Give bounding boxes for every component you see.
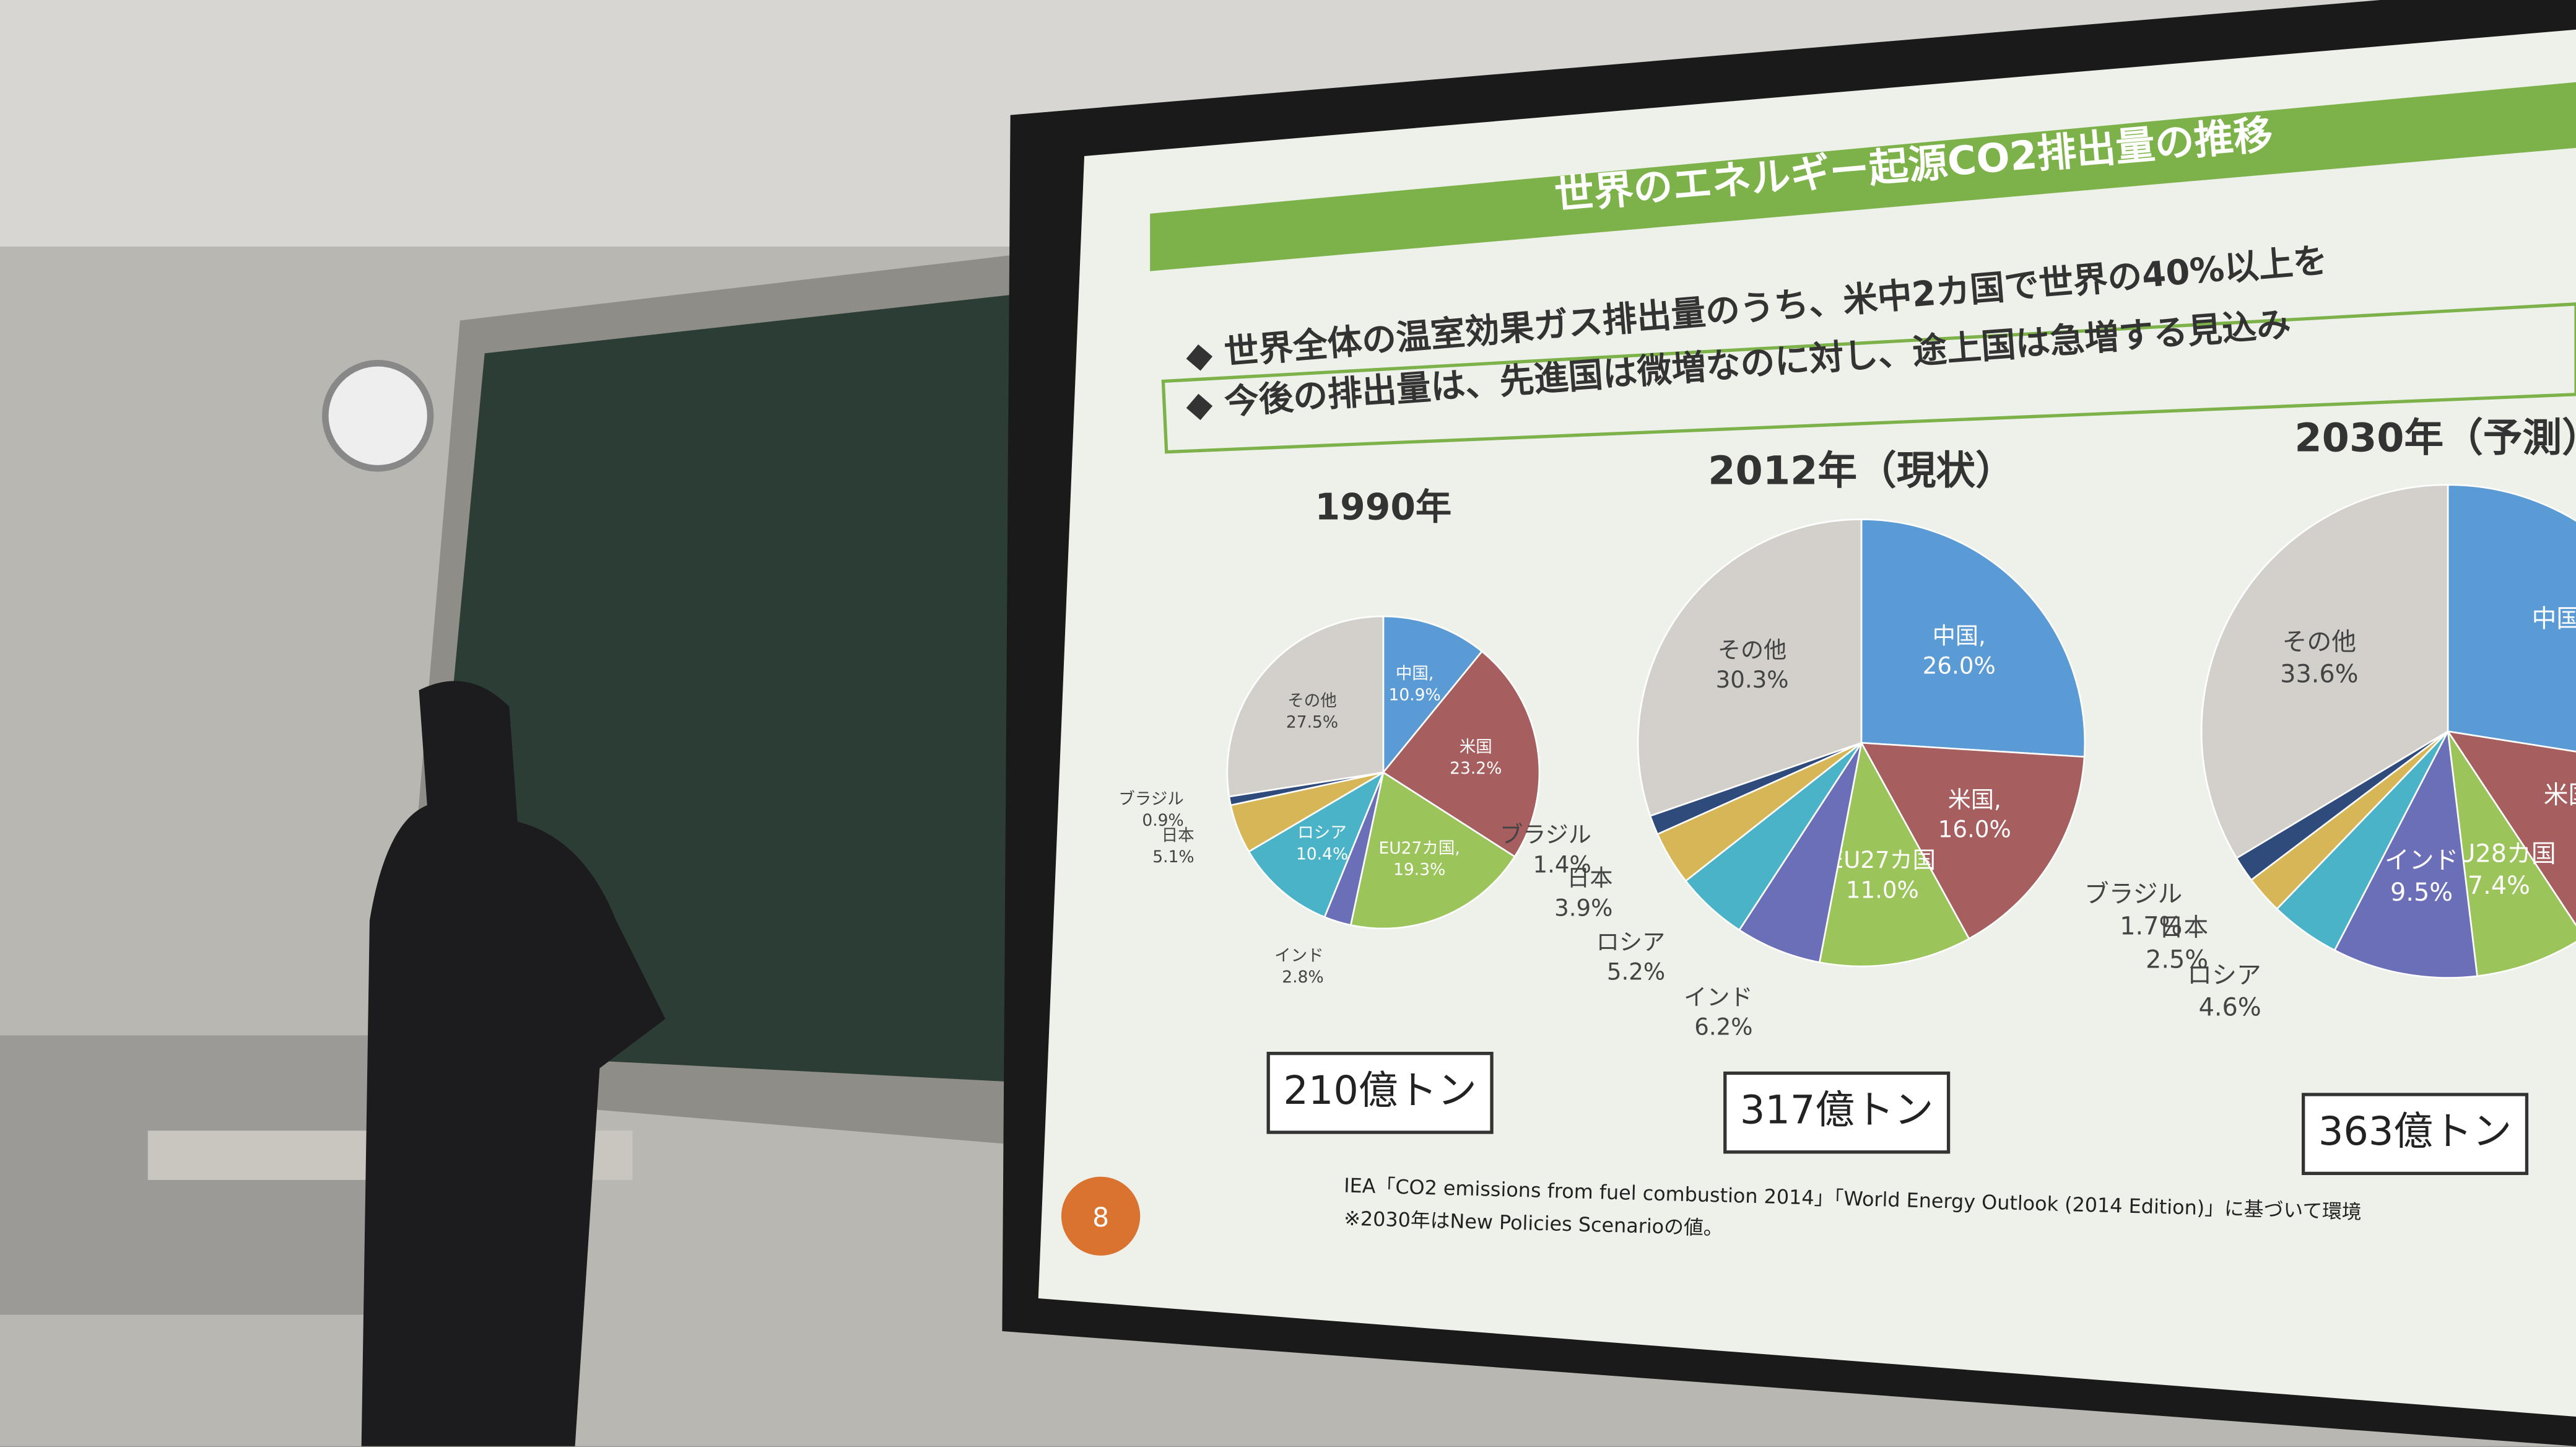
slice-name: ロシア [1596, 929, 1665, 955]
slice-value: 2.8% [1282, 968, 1323, 987]
slice-value: 26.0% [1923, 653, 1996, 680]
pie-slice [2447, 730, 2576, 977]
slice-name: 米国 [1460, 738, 1492, 757]
slice-name: 日本 [1567, 865, 1612, 891]
slice-value: 23.2% [1450, 759, 1502, 778]
pie-slice [2447, 484, 2576, 753]
slice-value: 7.4% [2468, 872, 2530, 900]
slice-value: 10.4% [1296, 844, 1348, 863]
slice-name: EU27カ国 [1829, 847, 1936, 873]
pie-slice [2200, 484, 2449, 860]
slice-value: 27.5% [1286, 713, 1338, 732]
slice-name: 中国, [2532, 605, 2576, 633]
slice-name: ブラジル [2084, 880, 2182, 909]
pie-slice [1382, 650, 1541, 858]
page-badge [1061, 1176, 1141, 1256]
slice-value: 3.9% [1554, 894, 1612, 921]
slice-value: 5.1% [1152, 847, 1194, 867]
slice-value: 33.6% [2280, 660, 2358, 688]
slice-name: 日本 [2159, 914, 2209, 942]
pie-slice [1860, 741, 2086, 940]
slice-name: インド [2385, 846, 2458, 875]
slice-value: 0.9% [1142, 811, 1183, 830]
slice-name: インド [1684, 984, 1752, 1010]
pie-slice [1349, 771, 1516, 930]
slice-value: 11.0% [1846, 877, 1919, 904]
pie-slice [2333, 728, 2478, 979]
title-band [1150, 82, 2576, 271]
slice-value: 2.5% [2146, 945, 2208, 974]
total-label: 210億トン [1283, 1068, 1476, 1114]
pie-slice [1226, 615, 1385, 798]
total-box [1723, 1071, 1951, 1154]
slice-name: EU27カ国, [1378, 839, 1460, 858]
total-label: 363億トン [2318, 1109, 2512, 1155]
slice-value: 16.0% [1938, 816, 2011, 843]
slice-value: 6.2% [1694, 1014, 1752, 1041]
slice-name: 米国, [2544, 780, 2576, 809]
slice-name: ブラジル [1118, 789, 1184, 808]
slice-value: 4.6% [2199, 993, 2261, 1021]
slice-name: 中国, [1933, 623, 1986, 649]
slice-name: インド [1274, 946, 1324, 966]
pie-slice [1247, 770, 1385, 919]
slice-name: 米国, [1948, 786, 2001, 813]
pie-title: 1990年 [1315, 486, 1452, 528]
total-label: 317億トン [1740, 1088, 1933, 1134]
total-box [1266, 1051, 1494, 1134]
pie-title: 2012年（現状） [1708, 448, 2014, 494]
pie-slice [1860, 518, 2086, 758]
presenter [361, 681, 666, 1446]
slice-value: 30.3% [1716, 667, 1789, 693]
pie-slice [1637, 518, 1863, 817]
slice-name: 中国, [1396, 664, 1434, 683]
slice-value: 10.9% [1389, 686, 1441, 705]
slice-value: 1.4% [1533, 851, 1591, 878]
slice-value: 5.2% [1607, 959, 1665, 986]
slice-name: ブラジル [1500, 821, 1591, 848]
total-box [2301, 1093, 2529, 1175]
clock [322, 360, 434, 472]
slice-value: 19.3% [1393, 860, 1445, 880]
page-number: 8 [1092, 1203, 1109, 1233]
slice-value: 9.5% [2390, 878, 2453, 907]
bullet-box [1161, 302, 2576, 454]
slice-value: 1.7% [2120, 912, 2182, 940]
pie-slice [1818, 740, 1970, 968]
pie-slice [1382, 615, 1484, 775]
slice-name: その他 [2282, 628, 2356, 657]
slice-name: その他 [1718, 637, 1786, 663]
pie-title: 2030年（予測） [2294, 416, 2576, 461]
slice-name: その他 [1287, 691, 1337, 710]
slice-name: ロシア [1297, 823, 1347, 842]
slice-name: 日本 [1162, 826, 1194, 846]
pie-slice [1738, 742, 1863, 964]
slice-name: ロシア [2187, 961, 2261, 990]
